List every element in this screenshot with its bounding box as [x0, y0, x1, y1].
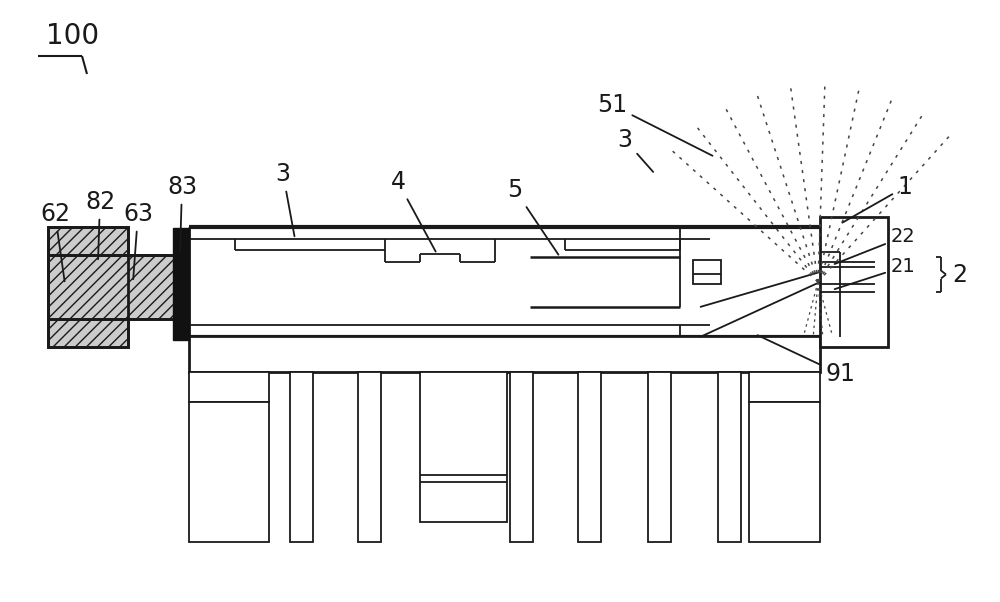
Bar: [693, 260, 721, 284]
Text: 3: 3: [618, 128, 653, 172]
Text: 62: 62: [40, 202, 70, 281]
Text: 83: 83: [167, 175, 197, 251]
Bar: [173, 228, 189, 340]
Text: 100: 100: [46, 22, 99, 50]
Bar: [189, 372, 269, 402]
Text: 5: 5: [507, 178, 558, 255]
Text: 63: 63: [123, 202, 153, 279]
Bar: [48, 255, 176, 319]
Text: 21: 21: [835, 258, 915, 289]
Bar: [290, 372, 313, 542]
Bar: [189, 402, 269, 542]
Text: 3: 3: [276, 162, 294, 236]
Text: 51: 51: [597, 93, 713, 156]
Bar: [749, 402, 820, 542]
Text: 82: 82: [85, 190, 115, 259]
Bar: [189, 336, 820, 372]
Text: 4: 4: [390, 170, 436, 252]
Bar: [510, 372, 533, 542]
Bar: [48, 227, 128, 347]
Bar: [718, 372, 741, 542]
Bar: [749, 372, 820, 402]
Bar: [578, 372, 601, 542]
Bar: [820, 217, 888, 347]
Bar: [648, 372, 671, 542]
Text: 1: 1: [842, 175, 912, 223]
Bar: [48, 227, 128, 347]
Bar: [420, 372, 507, 522]
Text: 2: 2: [952, 262, 967, 287]
Text: 91: 91: [758, 335, 855, 386]
Text: 22: 22: [835, 228, 915, 264]
Bar: [48, 255, 176, 319]
Bar: [358, 372, 381, 542]
